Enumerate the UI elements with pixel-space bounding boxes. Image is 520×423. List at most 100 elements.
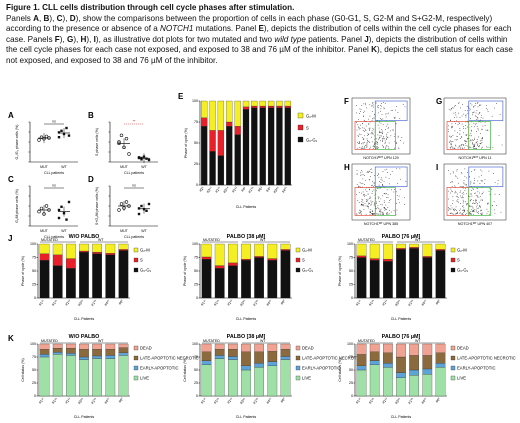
bar-segment <box>259 105 266 108</box>
event-dot <box>461 193 463 194</box>
event-dot <box>370 211 372 213</box>
event-dot <box>379 131 381 133</box>
event-dot <box>390 173 391 175</box>
y-tick-label: 75 <box>194 120 198 124</box>
event-dot <box>369 130 371 131</box>
event-dot <box>477 129 479 131</box>
bar-segment <box>79 359 89 397</box>
event-dot <box>363 209 365 210</box>
bar-segment <box>254 243 264 257</box>
event-dot <box>475 199 476 201</box>
event-dot <box>464 183 466 185</box>
event-dot <box>478 206 480 207</box>
event-dot <box>467 138 468 140</box>
event-dot <box>452 126 453 127</box>
category-label: MUT <box>40 229 49 233</box>
event-dot <box>374 113 376 115</box>
category-label: #3⁵⁴ <box>222 186 230 194</box>
event-dot <box>380 211 382 212</box>
event-dot <box>455 208 456 210</box>
event-dot <box>370 200 372 202</box>
event-dot <box>381 213 383 215</box>
event-dot <box>382 140 383 142</box>
category-label: #1¹² <box>64 298 72 306</box>
category-label: #6² <box>280 396 287 403</box>
event-dot <box>459 145 461 146</box>
event-dot <box>360 109 362 110</box>
event-dot <box>387 136 389 138</box>
bar-segment <box>217 155 225 186</box>
event-dot <box>368 134 370 135</box>
event-dot <box>480 119 482 121</box>
bar-segment <box>251 100 258 107</box>
event-dot <box>371 203 372 205</box>
event-dot <box>486 129 488 131</box>
event-dot <box>396 209 398 211</box>
x-axis-label: NOTCH1ᴹᵁᵀ UPN 11 <box>458 156 491 160</box>
event-dot <box>378 173 379 175</box>
event-dot <box>451 181 453 183</box>
event-dot <box>486 146 487 148</box>
event-dot <box>386 212 387 214</box>
event-dot <box>478 196 480 198</box>
flow-plot-h: H NOTCH1ᵂᵀ UPN 385 <box>344 163 411 226</box>
bar-segment <box>435 243 446 250</box>
event-dot <box>384 140 386 142</box>
bar-segment <box>79 243 89 252</box>
event-dot <box>382 130 383 132</box>
event-dot <box>377 196 379 198</box>
event-dot <box>454 139 456 141</box>
event-dot <box>387 197 389 198</box>
x-axis-label: CLL Patients <box>236 415 257 419</box>
y-axis-label: G₂/M phase cells (%) <box>15 189 19 223</box>
event-dot <box>474 147 476 149</box>
event-dot <box>481 128 483 130</box>
event-dot <box>396 191 397 193</box>
event-dot <box>388 142 390 144</box>
event-dot <box>477 203 478 204</box>
event-dot <box>459 138 461 139</box>
event-dot <box>470 133 472 134</box>
event-dot <box>457 124 459 125</box>
event-dot <box>475 200 477 202</box>
data-point <box>60 129 63 132</box>
event-dot <box>395 143 397 145</box>
event-dot <box>394 147 395 149</box>
event-dot <box>451 207 453 209</box>
legend-swatch <box>295 267 301 273</box>
event-dot <box>368 203 369 205</box>
y-tick-label: 0 <box>34 394 36 398</box>
event-dot <box>386 133 387 135</box>
data-point <box>137 212 141 216</box>
event-dot <box>382 171 384 172</box>
event-dot <box>358 127 360 129</box>
flow-plot-i: I NOTCH1ᵂᵀ UPN 407 <box>436 163 507 226</box>
bar-segment <box>369 260 380 299</box>
event-dot <box>383 181 385 183</box>
event-dot <box>378 201 380 202</box>
event-dot <box>477 143 478 145</box>
event-dot <box>479 192 480 194</box>
event-dot <box>484 125 486 126</box>
bar-chart-k2: 0 25 50 75 100 #1²⁷ #1²⁹ #1¹² #3⁸⁵ #1⁰⁵ #4⁰⁷ #6² PAL… <box>183 334 361 419</box>
y-tick-label: 50 <box>32 368 36 372</box>
category-label: #3⁸⁵ <box>239 299 247 307</box>
event-dot <box>386 145 388 147</box>
bar-segment <box>280 249 291 251</box>
event-dot <box>477 106 479 108</box>
caption-text: ), <box>62 13 70 23</box>
event-dot <box>386 189 388 191</box>
event-dot <box>368 172 369 173</box>
event-dot <box>365 129 366 131</box>
event-dot <box>467 112 469 114</box>
event-dot <box>373 213 375 214</box>
bar-segment <box>276 107 283 186</box>
category-label: #4⁰⁷ <box>421 299 429 307</box>
bar-segment <box>52 352 63 355</box>
category-label: #4⁰⁷ <box>281 186 289 194</box>
event-dot <box>453 112 455 114</box>
event-dot <box>481 140 483 141</box>
event-dot <box>470 102 472 104</box>
event-dot <box>498 194 500 195</box>
